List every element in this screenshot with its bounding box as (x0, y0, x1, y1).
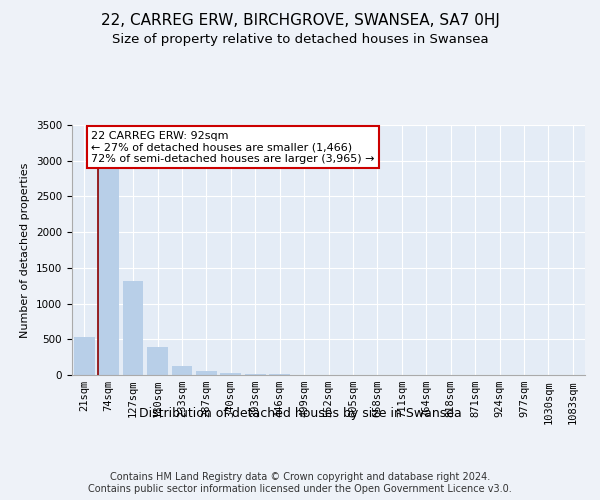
Bar (172, 366, 193, 375)
Bar (98, 164, 119, 375)
Bar (74, 337, 95, 375)
Y-axis label: Number of detached properties: Number of detached properties (20, 162, 31, 338)
Text: Contains HM Land Registry data © Crown copyright and database right 2024.
Contai: Contains HM Land Registry data © Crown c… (88, 472, 512, 494)
Text: Size of property relative to detached houses in Swansea: Size of property relative to detached ho… (112, 32, 488, 46)
Bar (122, 282, 143, 375)
Bar (245, 374, 266, 375)
Bar (220, 373, 241, 375)
Text: Distribution of detached houses by size in Swansea: Distribution of detached houses by size … (139, 408, 461, 420)
Text: 22, CARREG ERW, BIRCHGROVE, SWANSEA, SA7 0HJ: 22, CARREG ERW, BIRCHGROVE, SWANSEA, SA7… (101, 12, 499, 28)
Bar (147, 347, 168, 375)
Bar (196, 371, 217, 375)
Text: 22 CARREG ERW: 92sqm
← 27% of detached houses are smaller (1,466)
72% of semi-de: 22 CARREG ERW: 92sqm ← 27% of detached h… (91, 130, 374, 164)
Bar (269, 374, 290, 375)
